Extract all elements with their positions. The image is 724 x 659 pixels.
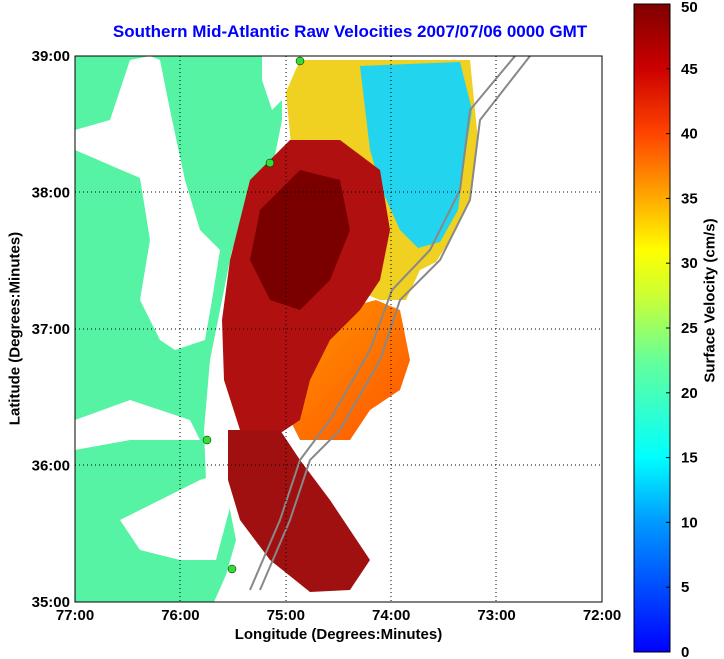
- delaware-bay: [262, 56, 282, 110]
- grid-lines: [75, 56, 602, 602]
- tidal-river: [75, 400, 200, 450]
- colorbar-tick-label: 0: [681, 644, 689, 659]
- colorbar-tick-label: 25: [681, 320, 698, 337]
- chesapeake-bay: [75, 56, 220, 350]
- radar-site-marker: [295, 56, 305, 66]
- radar-sites: [202, 56, 305, 574]
- velocity-field-darkred: [250, 170, 350, 310]
- x-tick-label: 73:00: [477, 607, 515, 624]
- x-tick-label: 75:00: [267, 607, 305, 624]
- chart-title: Southern Mid-Atlantic Raw Velocities 200…: [112, 22, 588, 41]
- colorbar-tick-label: 35: [681, 190, 698, 207]
- x-tick-label: 77:00: [56, 607, 94, 624]
- colorbar: [633, 3, 671, 653]
- y-tick-labels: 39:00 38:00 37:00 36:00 35:00: [32, 48, 70, 611]
- colorbar-tick-label: 10: [681, 514, 698, 531]
- colorbar-tick-labels: 0 5 10 15 20 25 30 35 40 45 50: [666, 0, 698, 659]
- colorbar-tick-label: 45: [681, 61, 698, 78]
- bathymetry-contour: [249, 56, 516, 591]
- y-tick-label: 38:00: [32, 185, 70, 202]
- bathymetry-contour: [259, 56, 531, 591]
- radar-site-marker: [265, 158, 275, 168]
- x-tick-labels: 77:00 76:00 75:00 74:00 73:00 72:00: [56, 607, 621, 624]
- y-tick-label: 35:00: [32, 594, 70, 611]
- x-axis-label: Longitude (Degrees:Minutes): [234, 626, 443, 643]
- y-axis-label: Latitude (Degrees:Minutes): [6, 231, 24, 426]
- x-tick-label: 76:00: [161, 607, 199, 624]
- radar-site-marker: [202, 435, 212, 445]
- x-tick-label: 72:00: [583, 607, 621, 624]
- colorbar-tick-label: 5: [681, 579, 689, 596]
- colorbar-tick-label: 40: [681, 126, 698, 143]
- colorbar-tick-label: 15: [681, 450, 698, 467]
- pamlico-sound: [120, 470, 232, 560]
- y-tick-label: 36:00: [32, 458, 70, 475]
- x-tick-label: 74:00: [372, 607, 410, 624]
- colorbar-label: Surface Velocity (cm/s): [701, 218, 719, 383]
- colorbar-tick-label: 50: [681, 0, 698, 16]
- y-tick-label: 39:00: [32, 48, 70, 65]
- velocity-field-cyan: [360, 62, 472, 248]
- y-tick-label: 37:00: [32, 321, 70, 338]
- colorbar-tick-label: 20: [681, 385, 698, 402]
- colorbar-tick-label: 30: [681, 255, 698, 272]
- velocity-field-south: [228, 430, 370, 592]
- radar-site-marker: [227, 564, 237, 574]
